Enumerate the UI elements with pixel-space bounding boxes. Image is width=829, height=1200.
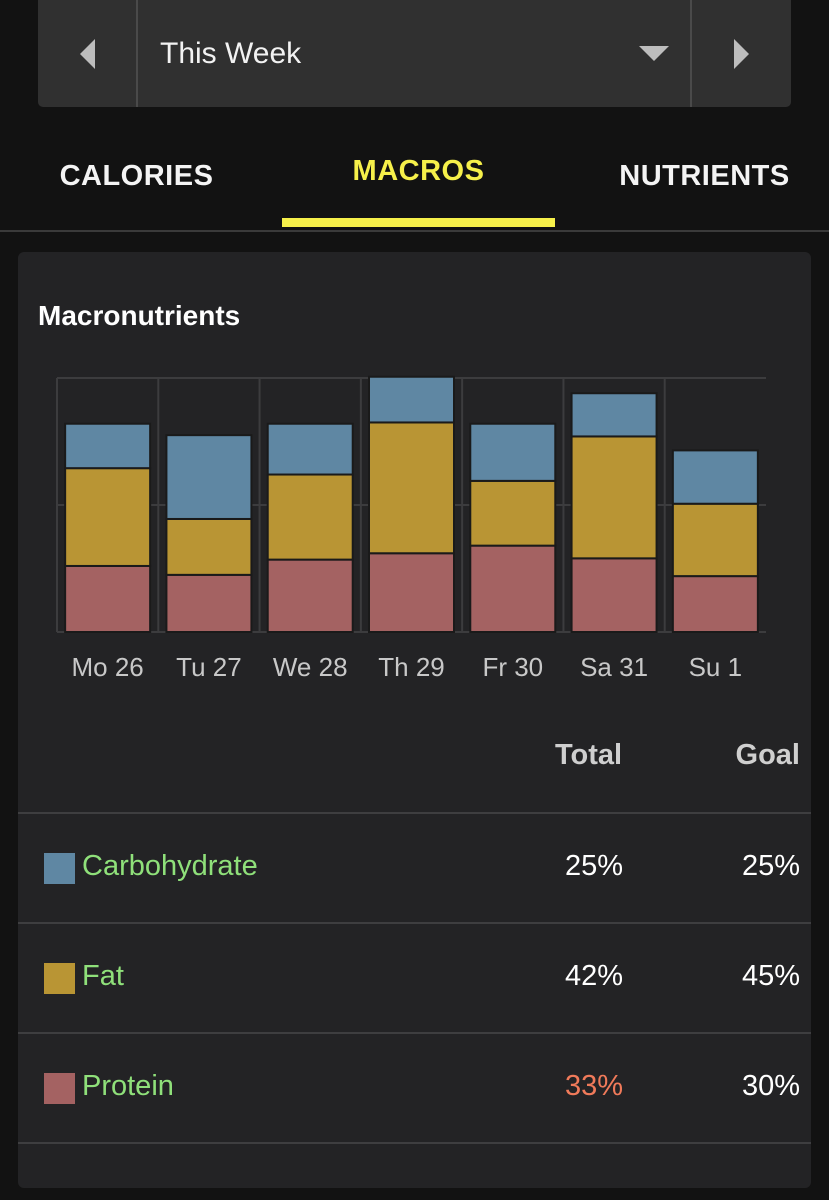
- total-column-header: Total: [555, 739, 623, 771]
- x-tick-label: Tu 27: [176, 652, 242, 682]
- bar-segment-fat: [165, 517, 253, 576]
- macro-name: Carbohydrate: [82, 850, 258, 882]
- bar-segment-carbohydrate: [165, 434, 253, 520]
- bar-segment-fat: [570, 435, 658, 560]
- divider: [136, 0, 138, 107]
- chevron-right-icon: [734, 38, 749, 69]
- bar-segment-carbohydrate: [671, 449, 759, 505]
- fat-swatch: [44, 963, 75, 994]
- bar-segment-protein: [165, 573, 253, 634]
- bar-segment-protein: [671, 575, 759, 633]
- next-week-button[interactable]: [692, 0, 791, 107]
- bar-segment-fat: [469, 479, 557, 547]
- bar-segment-carbohydrate: [266, 422, 354, 476]
- tab-macros[interactable]: MACROS: [282, 130, 555, 230]
- bar-segment-carbohydrate: [64, 422, 152, 470]
- divider: [18, 1142, 811, 1144]
- tab-bar: CALORIES MACROS NUTRIENTS: [0, 130, 829, 232]
- bar-segment-carbohydrate: [368, 375, 455, 424]
- x-tick-label: Th 29: [378, 652, 445, 682]
- bar-segment-protein: [469, 544, 557, 634]
- divider: [18, 812, 811, 814]
- macro-total: 25%: [564, 850, 623, 882]
- x-tick-label: Fr 30: [482, 652, 543, 682]
- macro-name: Protein: [82, 1070, 174, 1102]
- bar-segment-fat: [671, 502, 759, 578]
- bar-segment-fat: [368, 421, 455, 555]
- x-tick-label: We 28: [273, 652, 348, 682]
- x-tick-label: Su 1: [689, 652, 743, 682]
- chevron-left-icon: [79, 38, 95, 69]
- macro-total: 33%: [564, 1070, 623, 1102]
- tab-nutrients[interactable]: NUTRIENTS: [590, 130, 819, 230]
- tab-nutrients-label: NUTRIENTS: [619, 159, 790, 192]
- date-range-bar: This Week: [38, 0, 791, 107]
- macronutrients-chart: Mo 26 Tu 27 We 28 Th 29 Fr 30 Sa 31 Su 1: [56, 375, 766, 682]
- bar-segment-protein: [64, 564, 152, 633]
- macro-goal: 25%: [741, 850, 800, 882]
- divider: [18, 1032, 811, 1034]
- range-dropdown[interactable]: This Week: [138, 0, 690, 107]
- divider: [690, 0, 692, 107]
- macro-row-fat[interactable]: Fat 42% 45%: [18, 924, 811, 1032]
- carbohydrate-swatch: [44, 853, 75, 884]
- macronutrients-card: Macronutrients Mo 26 Tu 27 We 28 Th 29 Fr 30…: [18, 252, 811, 1188]
- bar-segment-protein: [570, 557, 658, 633]
- tab-macros-label: MACROS: [352, 154, 485, 187]
- tab-calories[interactable]: CALORIES: [0, 130, 273, 230]
- card-title: Macronutrients: [38, 300, 241, 331]
- bar-segment-protein: [266, 558, 354, 633]
- tab-calories-label: CALORIES: [59, 159, 214, 192]
- macro-row-carbohydrate[interactable]: Carbohydrate 25% 25%: [18, 814, 811, 922]
- macro-name: Fat: [82, 960, 124, 992]
- previous-week-button[interactable]: [38, 0, 136, 107]
- x-tick-label: Sa 31: [580, 652, 648, 682]
- bar-segment-protein: [368, 552, 455, 634]
- macro-goal: 30%: [741, 1070, 800, 1102]
- macro-row-protein[interactable]: Protein 33% 30%: [18, 1034, 811, 1142]
- x-tick-label: Mo 26: [72, 652, 144, 682]
- range-label: This Week: [160, 36, 302, 70]
- active-tab-indicator: [282, 218, 555, 227]
- bar-segment-carbohydrate: [469, 422, 557, 482]
- dropdown-arrow-icon: [639, 46, 669, 61]
- macro-goal: 45%: [741, 960, 800, 992]
- goal-column-header: Goal: [735, 739, 800, 771]
- bar-segment-carbohydrate: [570, 392, 658, 438]
- divider: [18, 922, 811, 924]
- bar-segment-fat: [266, 473, 354, 561]
- bar-segment-fat: [64, 467, 152, 567]
- protein-swatch: [44, 1073, 75, 1104]
- macro-total: 42%: [564, 960, 623, 992]
